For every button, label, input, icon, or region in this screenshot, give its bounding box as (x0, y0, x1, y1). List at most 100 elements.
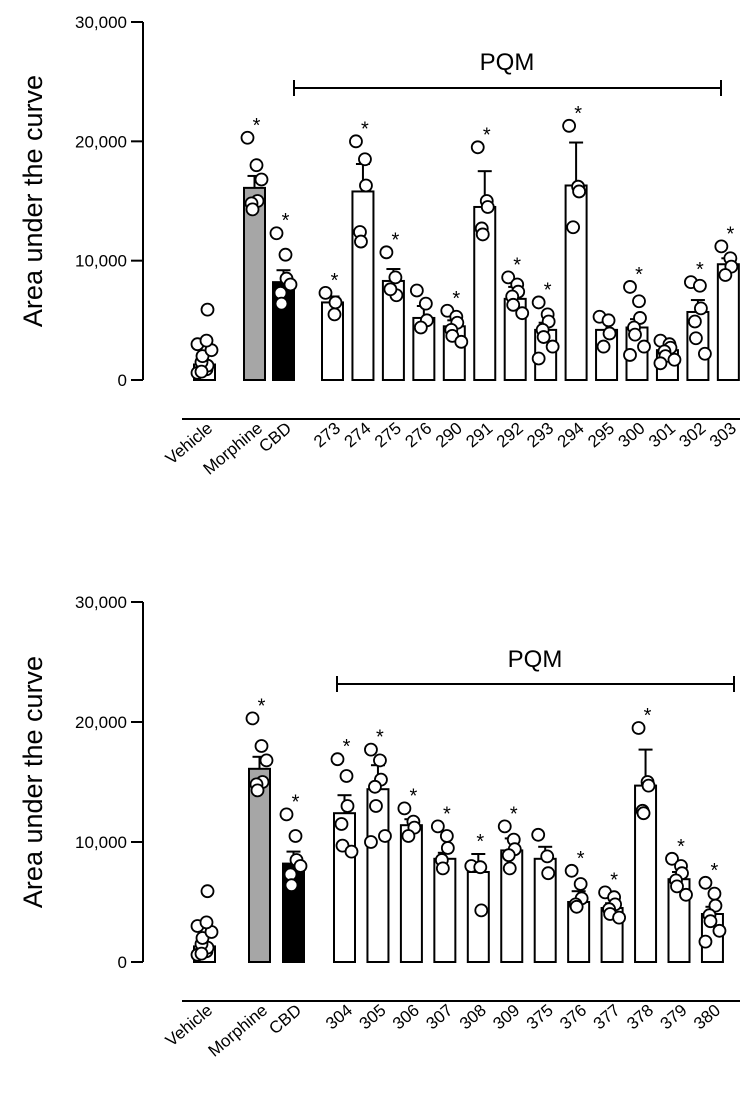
data-point (379, 245, 394, 260)
pqm-label: PQM (480, 49, 535, 76)
significance-star: * (483, 124, 491, 146)
category-label: 309 (489, 1001, 523, 1034)
data-point (240, 130, 255, 145)
y-axis-label: Area under the curve (18, 656, 48, 908)
data-point (693, 278, 707, 293)
data-point (633, 311, 647, 325)
y-tick-label: 30,000 (75, 13, 127, 32)
data-point (293, 859, 308, 873)
data-point (473, 860, 488, 875)
data-point (566, 220, 580, 235)
data-point (334, 817, 349, 831)
category-label: 380 (690, 1001, 724, 1034)
data-point (679, 887, 693, 902)
bar-305 (366, 788, 390, 964)
significance-star: * (331, 270, 339, 292)
data-point (397, 801, 412, 816)
data-point (698, 934, 713, 949)
data-point (572, 184, 586, 199)
category-label: 378 (623, 1001, 657, 1034)
category-label: 307 (422, 1001, 456, 1034)
significance-star: * (574, 103, 582, 125)
significance-star: * (343, 736, 351, 758)
data-point (364, 742, 378, 757)
significance-star: * (292, 791, 300, 813)
data-point (623, 348, 637, 362)
data-point (470, 140, 485, 155)
significance-star: * (258, 695, 266, 717)
data-point (475, 227, 490, 242)
data-point (283, 277, 298, 292)
y-tick-label: 20,000 (75, 713, 127, 732)
category-label: 291 (462, 419, 496, 452)
data-point (536, 330, 551, 344)
data-point (368, 779, 382, 794)
data-point (602, 326, 617, 341)
category-label: 274 (341, 419, 375, 452)
y-tick-label: 0 (118, 371, 127, 390)
data-point (435, 861, 450, 876)
category-label: 295 (584, 419, 618, 452)
data-point (623, 280, 637, 294)
data-point (340, 799, 355, 813)
data-point (562, 118, 576, 133)
significance-star: * (452, 288, 460, 310)
data-point (628, 327, 642, 342)
data-point (531, 827, 546, 842)
data-point (454, 334, 469, 349)
data-point (569, 899, 584, 914)
data-point (540, 849, 555, 864)
category-label: 301 (645, 419, 679, 452)
significance-star: * (677, 836, 685, 858)
data-point (358, 152, 372, 167)
data-point (249, 158, 264, 173)
category-label: 302 (676, 419, 710, 452)
bar-Morphine (243, 186, 266, 381)
significance-star: * (510, 803, 518, 825)
data-point (383, 282, 398, 297)
data-point (327, 307, 342, 322)
data-point (501, 848, 516, 863)
significance-star: * (392, 229, 400, 251)
data-point (631, 721, 646, 735)
bar-Morphine (248, 767, 271, 963)
data-point (254, 172, 269, 187)
data-point (364, 835, 378, 849)
significance-star: * (410, 785, 418, 807)
data-point (269, 226, 284, 241)
data-point (194, 946, 209, 961)
data-point (506, 297, 521, 312)
data-point (409, 283, 424, 298)
data-point (718, 268, 733, 282)
category-label: 293 (523, 419, 557, 452)
significance-star: * (253, 115, 261, 137)
data-point (653, 356, 668, 371)
data-point (596, 339, 611, 354)
data-point (349, 134, 363, 149)
significance-star: * (726, 223, 734, 245)
category-label: 294 (554, 419, 588, 452)
data-point (636, 806, 651, 821)
category-label: 292 (493, 419, 527, 452)
chart-panel-1: 0 10,000 20,000 30,000 Area under the curve P… (18, 13, 740, 479)
category-label: 300 (615, 419, 649, 452)
data-point (698, 875, 713, 890)
bar-308 (466, 871, 490, 963)
data-point (330, 752, 345, 767)
significance-star: * (577, 848, 585, 870)
data-point (418, 296, 433, 311)
data-point (199, 333, 214, 348)
data-point (703, 914, 718, 929)
data-point (573, 877, 588, 891)
data-point (250, 783, 265, 798)
data-point (279, 807, 294, 822)
significance-star: * (644, 705, 652, 727)
data-point (274, 296, 289, 311)
bar-303 (716, 263, 740, 382)
significance-star: * (696, 259, 704, 281)
category-label: 308 (456, 1001, 490, 1034)
data-point (413, 320, 428, 335)
data-point (632, 294, 646, 309)
y-tick-label: 0 (118, 953, 127, 972)
data-point (497, 819, 512, 834)
